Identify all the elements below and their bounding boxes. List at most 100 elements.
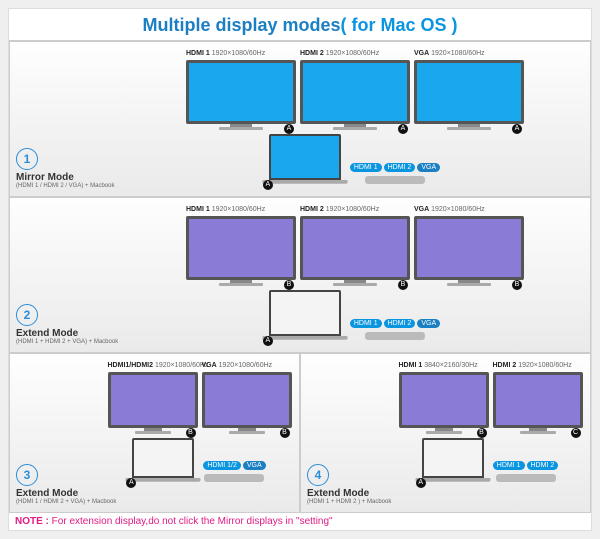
- monitor-label: HDMI 1 1920×1080/60Hz: [186, 206, 265, 213]
- monitor-label: VGA 1920×1080/60Hz: [414, 206, 485, 213]
- mode-name: Extend Mode: [307, 488, 417, 499]
- monitor-row: HDMI 1 1920×1080/60HzBHDMI 2 1920×1080/6…: [126, 216, 584, 286]
- laptop: A: [269, 290, 347, 340]
- mode-name: Mirror Mode: [16, 172, 126, 183]
- monitor-row: HDMI 1 1920×1080/60HzAHDMI 2 1920×1080/6…: [126, 60, 584, 130]
- cable-tag: HDMI 2: [384, 163, 416, 172]
- cable-tags: HDMI 1/2VGA: [202, 454, 266, 472]
- monitor-screen: [414, 216, 524, 280]
- cable-tag: VGA: [417, 319, 440, 328]
- monitor-screen: [186, 216, 296, 280]
- content-badge: B: [284, 280, 294, 290]
- note-text: For extension display,do not click the M…: [49, 516, 333, 527]
- title-part-a: Multiple display modes: [142, 15, 340, 35]
- infographic-card: Multiple display modes( for Mac OS ) HDM…: [8, 8, 592, 531]
- monitor: VGA 1920×1080/60HzA: [414, 60, 524, 130]
- content-badge: B: [512, 280, 522, 290]
- content-badge: A: [263, 180, 273, 190]
- monitor-label: HDMI 1 1920×1080/60Hz: [186, 50, 265, 57]
- mode-sub: (HDMI 1 / HDMI 2 / VGA) + Macbook: [16, 183, 126, 190]
- mode-number: 2: [16, 304, 38, 326]
- monitor: HDMI1/HDMI2 1920×1080/60HzB: [108, 372, 198, 434]
- monitor-label: HDMI1/HDMI2 1920×1080/60Hz: [108, 362, 209, 369]
- laptop-row: AHDMI 1HDMI 2VGA: [126, 290, 584, 340]
- laptop-row: AHDMI 1/2VGA: [106, 438, 293, 482]
- content-badge: B: [280, 428, 290, 438]
- hub-column: HDMI 1HDMI 2VGA: [349, 154, 441, 184]
- laptop-row: AHDMI 1HDMI 2VGA: [126, 134, 584, 184]
- content-badge: A: [398, 124, 408, 134]
- content-badge: B: [186, 428, 196, 438]
- mode-name: Extend Mode: [16, 328, 126, 339]
- cable-tags: HDMI 1HDMI 2VGA: [349, 156, 441, 174]
- monitor-screen: [414, 60, 524, 124]
- mode-number: 3: [16, 464, 38, 486]
- laptop-row: AHDMI 1HDMI 2: [397, 438, 584, 482]
- monitor: VGA 1920×1080/60HzB: [414, 216, 524, 286]
- monitor-screen: [399, 372, 489, 428]
- cable-tags: HDMI 1HDMI 2VGA: [349, 312, 441, 330]
- cable-tags: HDMI 1HDMI 2: [492, 454, 559, 472]
- cable-tag: HDMI 1/2: [203, 461, 241, 470]
- monitor-label: VGA 1920×1080/60Hz: [414, 50, 485, 57]
- mode-number: 4: [307, 464, 329, 486]
- cable-tag: HDMI 2: [527, 461, 559, 470]
- mode-panel-2: HDMI 1 1920×1080/60HzBHDMI 2 1920×1080/6…: [9, 197, 591, 353]
- monitor-label: HDMI 2 1920×1080/60Hz: [300, 50, 379, 57]
- mode-grid: HDMI 1 1920×1080/60HzAHDMI 2 1920×1080/6…: [9, 40, 591, 530]
- hub-column: HDMI 1/2VGA: [202, 452, 266, 482]
- cable-tag: VGA: [243, 461, 266, 470]
- main-title: Multiple display modes( for Mac OS ): [9, 9, 591, 40]
- hub-icon: [496, 474, 556, 482]
- monitor-label: VGA 1920×1080/60Hz: [202, 362, 273, 369]
- mode-sub: (HDMI 1 / HDMI 2 + VGA) + Macbook: [16, 499, 126, 506]
- content-badge: A: [512, 124, 522, 134]
- laptop: A: [422, 438, 490, 482]
- monitor: HDMI 2 1920×1080/60HzA: [300, 60, 410, 130]
- mode-label-block: 1Mirror Mode(HDMI 1 / HDMI 2 / VGA) + Ma…: [16, 148, 126, 190]
- mode-panel-1: HDMI 1 1920×1080/60HzAHDMI 2 1920×1080/6…: [9, 41, 591, 197]
- note-label: NOTE :: [15, 516, 49, 527]
- hub-icon: [204, 474, 264, 482]
- mode-sub: (HDMI 1 + HDMI 2 ) + Macbook: [307, 499, 417, 506]
- hub-icon: [365, 332, 425, 340]
- monitor: HDMI 2 1920×1080/60HzB: [300, 216, 410, 286]
- monitor-label: HDMI 2 1920×1080/60Hz: [493, 362, 572, 369]
- monitor: HDMI 1 1920×1080/60HzA: [186, 60, 296, 130]
- mode-panel-3: HDMI1/HDMI2 1920×1080/60HzBVGA 1920×1080…: [9, 353, 300, 513]
- cable-tag: HDMI 1: [493, 461, 525, 470]
- mode-label-block: 2 Extend Mode(HDMI 1 + HDMI 2 + VGA) + Ma…: [16, 304, 126, 346]
- monitor: HDMI 1 3840×2160/30HzB: [399, 372, 489, 434]
- monitor-label: HDMI 2 1920×1080/60Hz: [300, 206, 379, 213]
- cable-tag: HDMI 2: [384, 319, 416, 328]
- cable-tag: HDMI 1: [350, 319, 382, 328]
- hub-icon: [365, 176, 425, 184]
- monitor-label: HDMI 1 3840×2160/30Hz: [399, 362, 478, 369]
- monitor-screen: [300, 216, 410, 280]
- monitor-screen: [493, 372, 583, 428]
- mode-sub: (HDMI 1 + HDMI 2 + VGA) + Macbook: [16, 339, 126, 346]
- content-badge: A: [284, 124, 294, 134]
- monitor-screen: [202, 372, 292, 428]
- monitor-row: HDMI 1 3840×2160/30HzBHDMI 2 1920×1080/6…: [397, 372, 584, 434]
- note-row: NOTE : For extension display,do not clic…: [9, 513, 591, 530]
- hub-column: HDMI 1HDMI 2: [492, 452, 559, 482]
- title-part-b: ( for Mac OS ): [341, 15, 458, 35]
- hub-column: HDMI 1HDMI 2VGA: [349, 310, 441, 340]
- cable-tag: VGA: [417, 163, 440, 172]
- content-badge: A: [263, 336, 273, 346]
- monitor-screen: [108, 372, 198, 428]
- mode-label-block: 4 Extend Mode(HDMI 1 + HDMI 2 ) + Macbook: [307, 464, 417, 506]
- content-badge: C: [571, 428, 581, 438]
- content-badge: B: [398, 280, 408, 290]
- mode-panel-4: HDMI 1 3840×2160/30HzBHDMI 2 1920×1080/6…: [300, 353, 591, 513]
- content-badge: B: [477, 428, 487, 438]
- laptop: A: [269, 134, 347, 184]
- monitor-screen: [300, 60, 410, 124]
- monitor: HDMI 2 1920×1080/60HzC: [493, 372, 583, 434]
- monitor: HDMI 1 1920×1080/60HzB: [186, 216, 296, 286]
- laptop: A: [132, 438, 200, 482]
- cable-tag: HDMI 1: [350, 163, 382, 172]
- mode-name: Extend Mode: [16, 488, 126, 499]
- monitor-row: HDMI1/HDMI2 1920×1080/60HzBVGA 1920×1080…: [106, 372, 293, 434]
